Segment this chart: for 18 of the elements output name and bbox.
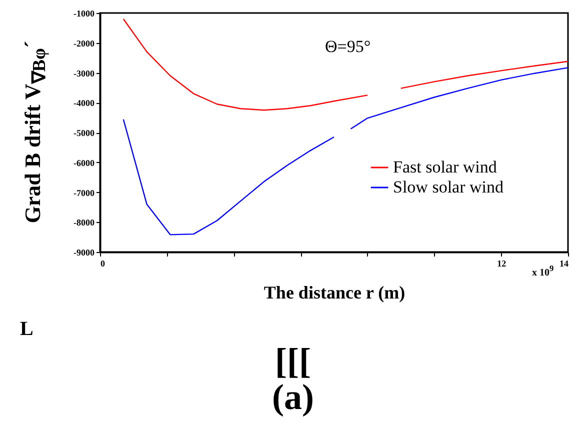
y-tick-label: -5000: [74, 128, 95, 138]
legend-label: Fast solar wind: [393, 158, 498, 176]
y-tick-label: -8000: [74, 218, 95, 228]
y-tick-label: -9000: [74, 248, 95, 258]
y-tick-label: -2000: [74, 38, 95, 48]
y-tick-label: -4000: [74, 98, 95, 108]
y-tick-label: -7000: [74, 188, 95, 198]
x-axis-title: The distance r (m): [264, 282, 406, 302]
legend-label: Slow solar wind: [393, 178, 504, 196]
x-tick-label: 12: [497, 258, 507, 268]
annotation: Θ=95°: [325, 37, 371, 56]
y-tick-label: -1000: [74, 8, 95, 18]
x-tick-label: 0: [100, 258, 106, 268]
y-tick-label: -6000: [74, 158, 95, 168]
y-tick-label: -3000: [74, 68, 95, 78]
text: x 10$^{9}$: [532, 264, 554, 278]
text: L: [20, 318, 34, 341]
x-tick-label: 14: [560, 258, 569, 268]
